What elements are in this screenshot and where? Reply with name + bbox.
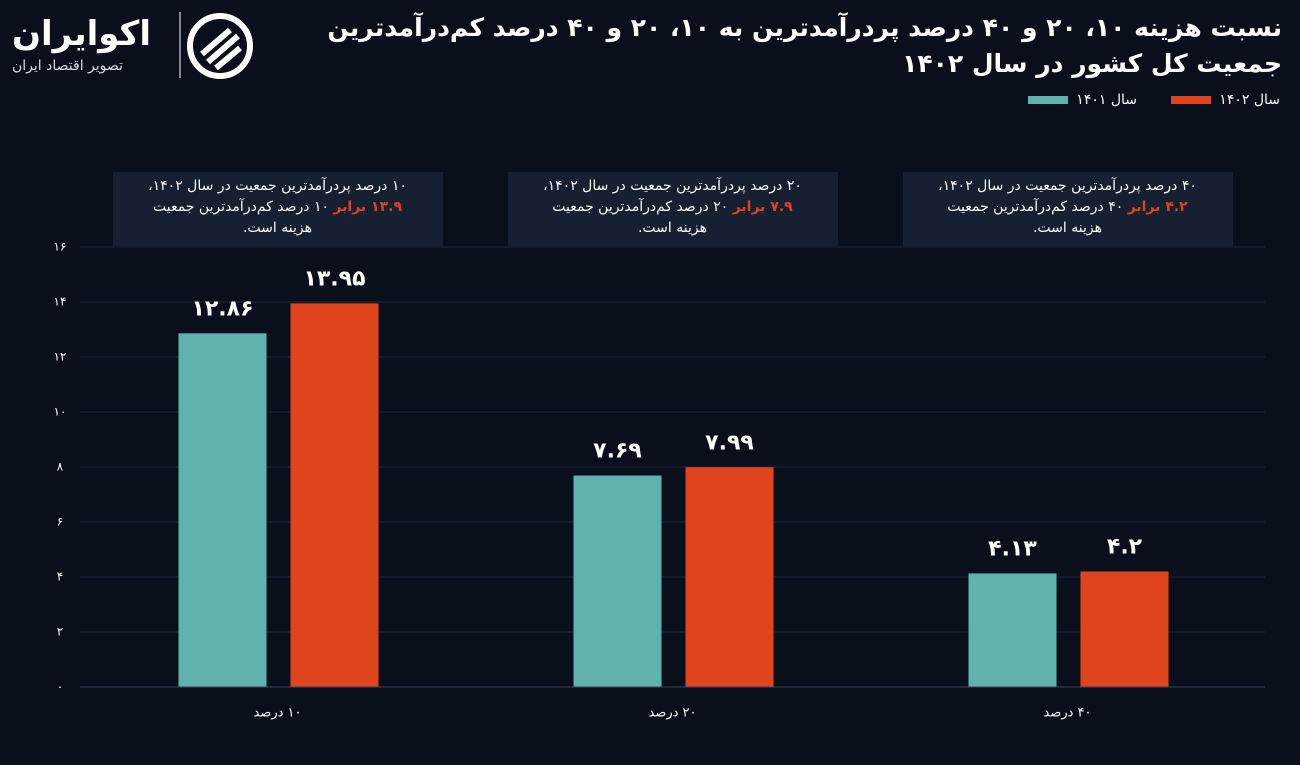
- annotation-line: ۴۰ درصد پردرآمدترین جمعیت در سال ۱۴۰۲،: [938, 178, 1197, 194]
- y-tick-label: ۱۴: [54, 295, 67, 309]
- value-label: ۷.۶۹: [593, 439, 642, 464]
- y-tick-label: ۱۰: [54, 405, 67, 419]
- value-label: ۱۲.۸۶: [191, 296, 253, 321]
- chart-title: نسبت هزینه ۱۰، ۲۰ و ۴۰ درصد پردرآمدترین …: [327, 13, 1282, 78]
- value-label: ۷.۹۹: [705, 430, 754, 455]
- bar: [290, 303, 379, 687]
- y-tick-label: ۶: [57, 515, 63, 529]
- annotation-text: ۱۰ درصد کم‌درآمدترین جمعیت: [152, 199, 329, 215]
- annotation-line: هزینه است.: [242, 220, 312, 236]
- bar: [573, 475, 662, 687]
- legend-swatch: [1028, 96, 1069, 104]
- legend-label: سال ۱۴۰۱: [1076, 92, 1137, 108]
- logo-ring: [187, 13, 253, 79]
- annotation-box: ۲۰ درصد پردرآمدترین جمعیت در سال ۱۴۰۲، ۷.…: [507, 172, 838, 246]
- annotation-text: ۲۰ درصد کم‌درآمدترین جمعیت: [552, 199, 729, 215]
- y-tick-label: ۴: [57, 570, 63, 584]
- brand-tagline: تصویر اقتصاد ایران: [12, 58, 123, 74]
- x-tick-label: ۲۰ درصد: [648, 706, 696, 721]
- brand-logo: [179, 12, 253, 79]
- annotation-box: ۱۰ درصد پردرآمدترین جمعیت در سال ۱۴۰۲، ۱۳…: [112, 172, 443, 246]
- legend-label: سال ۱۴۰۲: [1219, 92, 1280, 108]
- y-tick-label: ۰: [57, 680, 63, 694]
- value-label: ۴.۲: [1107, 535, 1143, 560]
- brand-name: اکوایران: [12, 14, 151, 54]
- bar: [685, 467, 774, 687]
- annotation-highlight: ۷.۹ برابر: [732, 199, 793, 215]
- bar: [178, 333, 267, 687]
- annotation-line: ۱۳.۹ برابر ۱۰ درصد کم‌درآمدترین جمعیت: [113, 197, 443, 218]
- bar: [1080, 571, 1169, 687]
- logo-stripes: [200, 27, 242, 71]
- y-tick-label: ۲: [57, 625, 63, 639]
- bar: [968, 573, 1057, 687]
- y-tick-label: ۱۶: [54, 240, 67, 254]
- annotation-line: ۲۰ درصد پردرآمدترین جمعیت در سال ۱۴۰۲،: [543, 178, 802, 194]
- y-tick-label: ۱۲: [54, 350, 67, 364]
- annotation-line: ۴.۲ برابر ۴۰ درصد کم‌درآمدترین جمعیت: [903, 197, 1233, 218]
- annotation-line: هزینه است.: [1032, 220, 1102, 236]
- legend-item: سال ۱۴۰۲: [1171, 92, 1280, 108]
- value-label: ۴.۱۳: [988, 536, 1037, 561]
- x-tick-label: ۴۰ درصد: [1043, 706, 1091, 721]
- annotation-line: هزینه است.: [637, 220, 707, 236]
- annotation-highlight: ۱۳.۹ برابر: [333, 199, 402, 215]
- x-tick-label: ۱۰ درصد: [253, 706, 301, 721]
- legend-swatch: [1171, 96, 1212, 104]
- value-label: ۱۳.۹۵: [303, 266, 365, 291]
- annotation-text: ۴۰ درصد کم‌درآمدترین جمعیت: [947, 199, 1124, 215]
- annotation-box: ۴۰ درصد پردرآمدترین جمعیت در سال ۱۴۰۲، ۴.…: [902, 172, 1233, 246]
- annotation-line: ۱۰ درصد پردرآمدترین جمعیت در سال ۱۴۰۲،: [148, 178, 407, 194]
- y-tick-label: ۸: [57, 460, 64, 474]
- annotation-line: ۷.۹ برابر ۲۰ درصد کم‌درآمدترین جمعیت: [508, 197, 838, 218]
- annotation-highlight: ۴.۲ برابر: [1127, 199, 1188, 215]
- legend-item: سال ۱۴۰۱: [1028, 92, 1137, 108]
